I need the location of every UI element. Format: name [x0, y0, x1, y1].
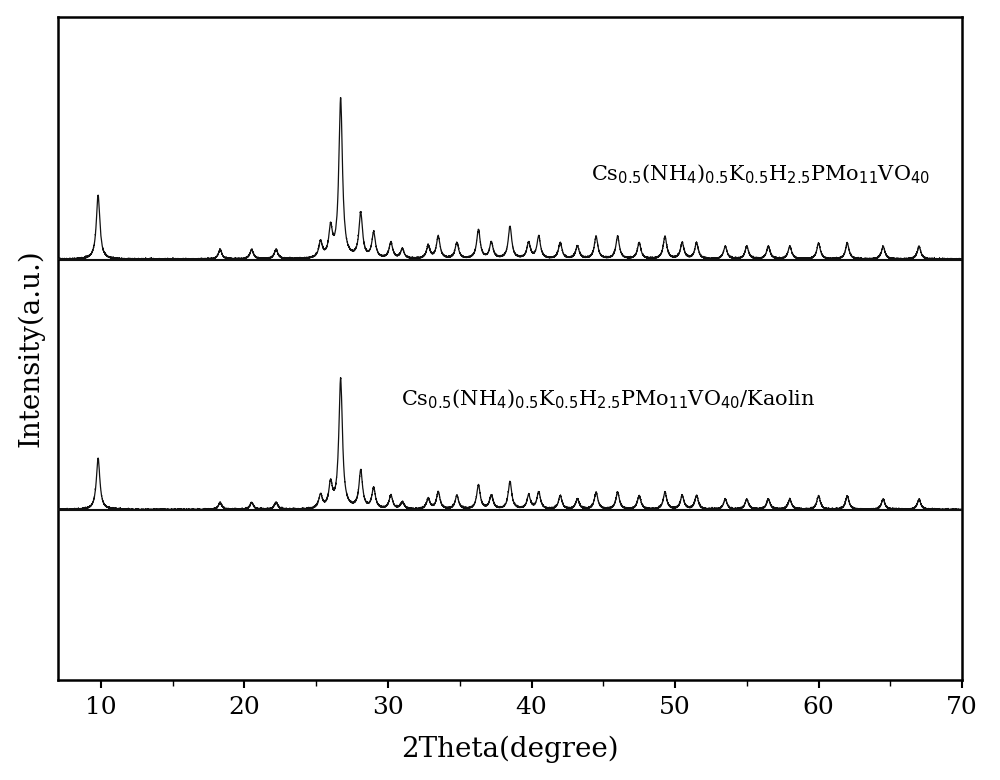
Text: Cs$_{0.5}$(NH$_4$)$_{0.5}$K$_{0.5}$H$_{2.5}$PMo$_{11}$VO$_{40}$: Cs$_{0.5}$(NH$_4$)$_{0.5}$K$_{0.5}$H$_{2… [591, 162, 930, 186]
Y-axis label: Intensity(a.u.): Intensity(a.u.) [17, 250, 44, 447]
Text: Cs$_{0.5}$(NH$_4$)$_{0.5}$K$_{0.5}$H$_{2.5}$PMo$_{11}$VO$_{40}$/Kaolin: Cs$_{0.5}$(NH$_4$)$_{0.5}$K$_{0.5}$H$_{2… [401, 388, 816, 411]
X-axis label: 2Theta(degree): 2Theta(degree) [401, 736, 619, 764]
